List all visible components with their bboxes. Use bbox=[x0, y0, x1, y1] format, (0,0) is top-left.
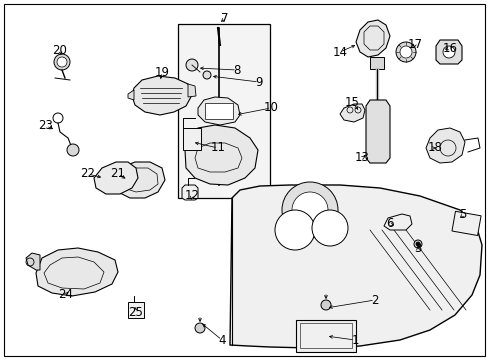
Polygon shape bbox=[187, 84, 196, 97]
Polygon shape bbox=[198, 97, 240, 125]
Polygon shape bbox=[355, 20, 389, 57]
Circle shape bbox=[67, 144, 79, 156]
Text: 2: 2 bbox=[370, 293, 378, 306]
Polygon shape bbox=[36, 248, 118, 296]
Text: 23: 23 bbox=[39, 120, 53, 132]
Circle shape bbox=[195, 323, 204, 333]
Circle shape bbox=[57, 57, 67, 67]
Bar bbox=[204, 103, 232, 119]
Circle shape bbox=[282, 182, 337, 238]
Circle shape bbox=[395, 42, 415, 62]
Text: 16: 16 bbox=[442, 41, 457, 54]
Text: 24: 24 bbox=[59, 288, 73, 301]
Polygon shape bbox=[94, 162, 138, 194]
Text: 17: 17 bbox=[407, 37, 422, 50]
Circle shape bbox=[442, 46, 454, 58]
Polygon shape bbox=[229, 185, 481, 348]
Text: 9: 9 bbox=[255, 76, 262, 89]
Text: 1: 1 bbox=[350, 333, 358, 346]
Text: 8: 8 bbox=[233, 63, 240, 77]
Text: 3: 3 bbox=[413, 242, 421, 255]
Polygon shape bbox=[365, 100, 389, 163]
Polygon shape bbox=[383, 214, 411, 230]
Text: 22: 22 bbox=[81, 167, 95, 180]
Circle shape bbox=[415, 242, 419, 246]
Circle shape bbox=[320, 300, 330, 310]
Polygon shape bbox=[339, 104, 364, 122]
Circle shape bbox=[399, 46, 411, 58]
Circle shape bbox=[291, 192, 327, 228]
Text: 5: 5 bbox=[458, 208, 466, 221]
Bar bbox=[299, 323, 351, 348]
Text: 4: 4 bbox=[218, 333, 225, 346]
Bar bbox=[369, 57, 383, 69]
Bar bbox=[295, 320, 355, 352]
Polygon shape bbox=[425, 128, 464, 163]
Text: 6: 6 bbox=[386, 217, 393, 230]
Circle shape bbox=[54, 54, 70, 70]
Polygon shape bbox=[128, 90, 134, 100]
Text: 11: 11 bbox=[210, 141, 225, 154]
Polygon shape bbox=[132, 76, 192, 115]
Text: 18: 18 bbox=[427, 141, 442, 154]
Bar bbox=[183, 128, 201, 150]
Circle shape bbox=[203, 71, 210, 79]
Text: 12: 12 bbox=[184, 189, 199, 202]
Bar bbox=[178, 24, 269, 198]
Polygon shape bbox=[435, 40, 461, 64]
Text: 25: 25 bbox=[128, 306, 143, 319]
Polygon shape bbox=[26, 253, 40, 270]
Text: 20: 20 bbox=[52, 44, 67, 57]
Text: 7: 7 bbox=[221, 12, 228, 24]
Circle shape bbox=[413, 240, 421, 248]
Text: 15: 15 bbox=[344, 95, 359, 108]
Text: 14: 14 bbox=[332, 45, 347, 58]
Text: 21: 21 bbox=[110, 167, 125, 180]
Circle shape bbox=[311, 210, 347, 246]
Text: 10: 10 bbox=[263, 102, 278, 114]
Polygon shape bbox=[115, 162, 164, 198]
Text: 13: 13 bbox=[354, 152, 368, 165]
Circle shape bbox=[274, 210, 314, 250]
Text: 19: 19 bbox=[154, 66, 169, 78]
Bar bbox=[451, 211, 480, 235]
Bar bbox=[128, 302, 143, 318]
Circle shape bbox=[185, 59, 198, 71]
Polygon shape bbox=[182, 185, 198, 200]
Polygon shape bbox=[184, 125, 258, 185]
